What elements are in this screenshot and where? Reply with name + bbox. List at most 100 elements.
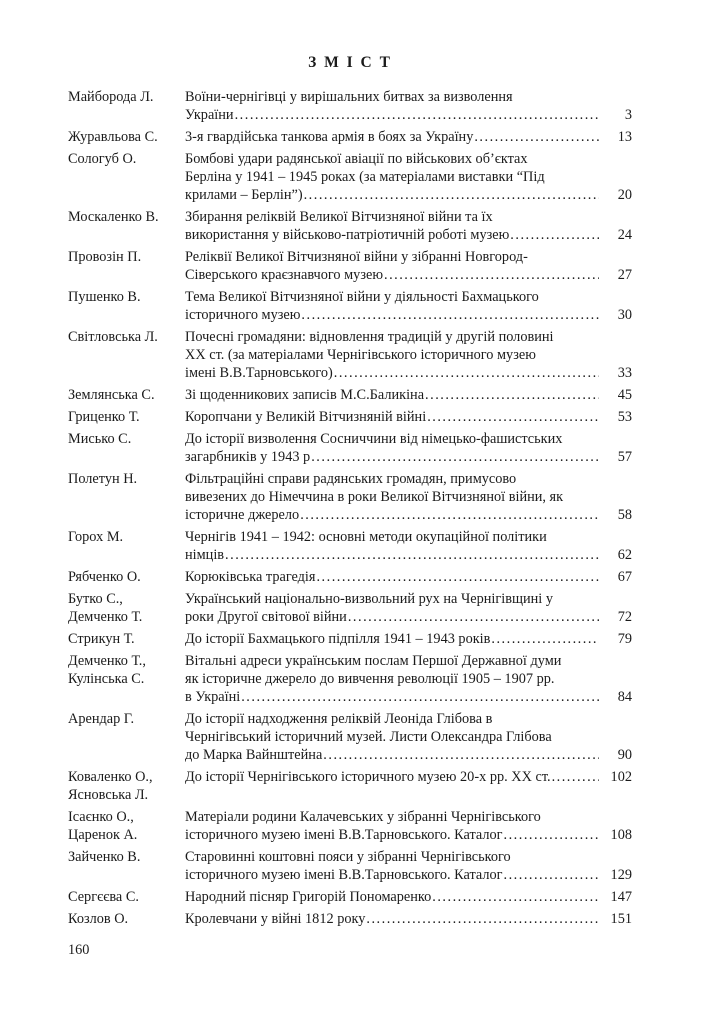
entry-author: Арендар Г. — [68, 710, 185, 728]
title-text-line: Воїни-чернігівці у вирішальних битвах за… — [185, 89, 513, 105]
title-last-line: історичного музею імені В.В.Тарновського… — [185, 866, 632, 884]
title-text-line: Народний пісняр Григорій Пономаренко — [185, 889, 432, 905]
entry-page-number: 108 — [610, 827, 632, 843]
dot-leader — [427, 408, 599, 426]
title-last-line: До історії Бахмацького підпілля 1941 – 1… — [185, 630, 632, 648]
entry-author: Зайченко В. — [68, 848, 185, 866]
entry-title: Кролевчани у війні 1812 року 151 — [185, 910, 632, 928]
entry-author: Сергєєва С. — [68, 888, 185, 906]
toc-entry: Сологуб О. Бомбові удари радянської авіа… — [68, 150, 632, 204]
title-last-line: Народний пісняр Григорій Пономаренко 147 — [185, 888, 632, 906]
author-name-line: Сологуб О. — [68, 151, 137, 167]
title-text-line: як історичне джерело до вивчення революц… — [185, 671, 555, 687]
entry-title: Народний пісняр Григорій Пономаренко 147 — [185, 888, 632, 906]
toc-entry: Провозін П. Реліквії Великої Вітчизняної… — [68, 248, 632, 284]
entry-author: Демченко Т., Кулінська С. — [68, 652, 185, 688]
entry-page-number: 3 — [624, 107, 632, 123]
toc-entry: Світловська Л. Почесні громадяни: віднов… — [68, 328, 632, 382]
dot-leader — [552, 768, 599, 786]
title-last-line: історичного музею 30 — [185, 306, 632, 324]
toc-entry: Журавльова С. 3-я гвардійська танкова ар… — [68, 128, 632, 146]
title-last-line: німців 62 — [185, 546, 632, 564]
toc-entry: Мисько С. До історії визволення Сосниччи… — [68, 430, 632, 466]
author-name-line: Коваленко О., — [68, 769, 153, 785]
entry-title: До історії визволення Сосниччини від нім… — [185, 430, 632, 466]
title-text-line: Вітальні адреси українським послам Першо… — [185, 653, 562, 669]
entry-title: Бомбові удари радянської авіації по війс… — [185, 150, 632, 204]
author-name-line: Рябченко О. — [68, 569, 141, 585]
entry-author: Сологуб О. — [68, 150, 185, 168]
author-name-line: Арендар Г. — [68, 711, 135, 727]
entry-title: Збирання реліквій Великої Вітчизняної ві… — [185, 208, 632, 244]
title-last-line: Корюківська трагедія 67 — [185, 568, 632, 586]
author-name-line: Демченко Т., — [68, 653, 146, 669]
author-name-line: Журавльова С. — [68, 129, 158, 145]
title-text-line: історичне джерело — [185, 507, 300, 523]
toc-entry: Зайченко В. Старовинні коштовні пояси у … — [68, 848, 632, 884]
author-name-line: Царенок А. — [68, 827, 138, 843]
title-text-line: вивезених до Німеччина в роки Великої Ві… — [185, 489, 564, 505]
dot-leader — [504, 866, 599, 884]
toc-entry: Ісаєнко О., Царенок А. Матеріали родини К… — [68, 808, 632, 844]
title-last-line: імені В.В.Тарновського) 33 — [185, 364, 632, 382]
dot-leader — [300, 506, 599, 524]
title-text-line: до Марка Вайнштейна — [185, 747, 323, 763]
title-text-line: До історії Бахмацького підпілля 1941 – 1… — [185, 631, 491, 647]
toc-entry: Демченко Т., Кулінська С. Вітальні адреси… — [68, 652, 632, 706]
dot-leader — [491, 630, 599, 648]
title-text-line: історичного музею імені В.В.Тарновського… — [185, 827, 503, 843]
title-text-line: Зі щоденникових записів М.С.Баликіна — [185, 387, 425, 403]
toc-entry: Майборода Л. Воїни-чернігівці у вирішаль… — [68, 88, 632, 124]
dot-leader — [510, 226, 599, 244]
author-name-line: Кулінська С. — [68, 671, 145, 687]
title-text-line: в Україні — [185, 689, 241, 705]
entry-page-number: 58 — [617, 507, 632, 523]
author-name-line: Зайченко В. — [68, 849, 141, 865]
author-name-line: Пушенко В. — [68, 289, 141, 305]
author-name-line: Світловська Л. — [68, 329, 158, 345]
toc-entry: Гриценко Т. Коропчани у Великій Вітчизня… — [68, 408, 632, 426]
entry-author: Стрикун Т. — [68, 630, 185, 648]
entry-author: Провозін П. — [68, 248, 185, 266]
title-text-line: історичного музею — [185, 307, 301, 323]
dot-leader — [384, 266, 599, 284]
dot-leader — [241, 688, 599, 706]
dot-leader — [504, 826, 599, 844]
title-text-line: Почесні громадяни: відновлення традицій … — [185, 329, 554, 345]
title-text-line: Український національно-визвольний рух н… — [185, 591, 553, 607]
entry-title: Вітальні адреси українським послам Першо… — [185, 652, 632, 706]
entry-title: Фільтраційні справи радянських громадян,… — [185, 470, 632, 524]
entry-page-number: 151 — [610, 911, 632, 927]
entry-page-number: 27 — [617, 267, 632, 283]
toc-entry: Сергєєва С. Народний пісняр Григорій Пон… — [68, 888, 632, 906]
author-name-line: Сергєєва С. — [68, 889, 139, 905]
dot-leader — [474, 128, 599, 146]
entry-author: Світловська Л. — [68, 328, 185, 346]
entry-author: Журавльова С. — [68, 128, 185, 146]
title-last-line: до Марка Вайнштейна 90 — [185, 746, 632, 764]
author-name-line: Ясновська Л. — [68, 787, 149, 803]
title-last-line: загарбників у 1943 р 57 — [185, 448, 632, 466]
title-text-line: Кролевчани у війні 1812 року — [185, 911, 366, 927]
title-text-line: використання у військово-патріотичній ро… — [185, 227, 510, 243]
toc-entry: Землянська С. Зі щоденникових записів М.… — [68, 386, 632, 404]
toc-entry: Козлов О. Кролевчани у війні 1812 року 15… — [68, 910, 632, 928]
title-text-line: імені В.В.Тарновського) — [185, 365, 333, 381]
entry-page-number: 79 — [617, 631, 632, 647]
entry-page-number: 30 — [617, 307, 632, 323]
title-text-line: історичного музею імені В.В.Тарновського… — [185, 867, 503, 883]
entry-page-number: 13 — [617, 129, 632, 145]
entry-title: Воїни-чернігівці у вирішальних битвах за… — [185, 88, 632, 124]
dot-leader — [432, 888, 599, 906]
toc-entry: Полетун Н. Фільтраційні справи радянськи… — [68, 470, 632, 524]
entry-page-number: 24 — [617, 227, 632, 243]
title-text-line: Реліквії Великої Вітчизняної війни у зіб… — [185, 249, 528, 265]
entry-page-number: 20 — [617, 187, 632, 203]
entry-author: Рябченко О. — [68, 568, 185, 586]
entry-page-number: 102 — [610, 769, 632, 785]
toc-entry: Арендар Г. До історії надходження релікв… — [68, 710, 632, 764]
author-name-line: Мисько С. — [68, 431, 132, 447]
entry-page-number: 72 — [617, 609, 632, 625]
entry-author: Ісаєнко О., Царенок А. — [68, 808, 185, 844]
entry-page-number: 33 — [617, 365, 632, 381]
